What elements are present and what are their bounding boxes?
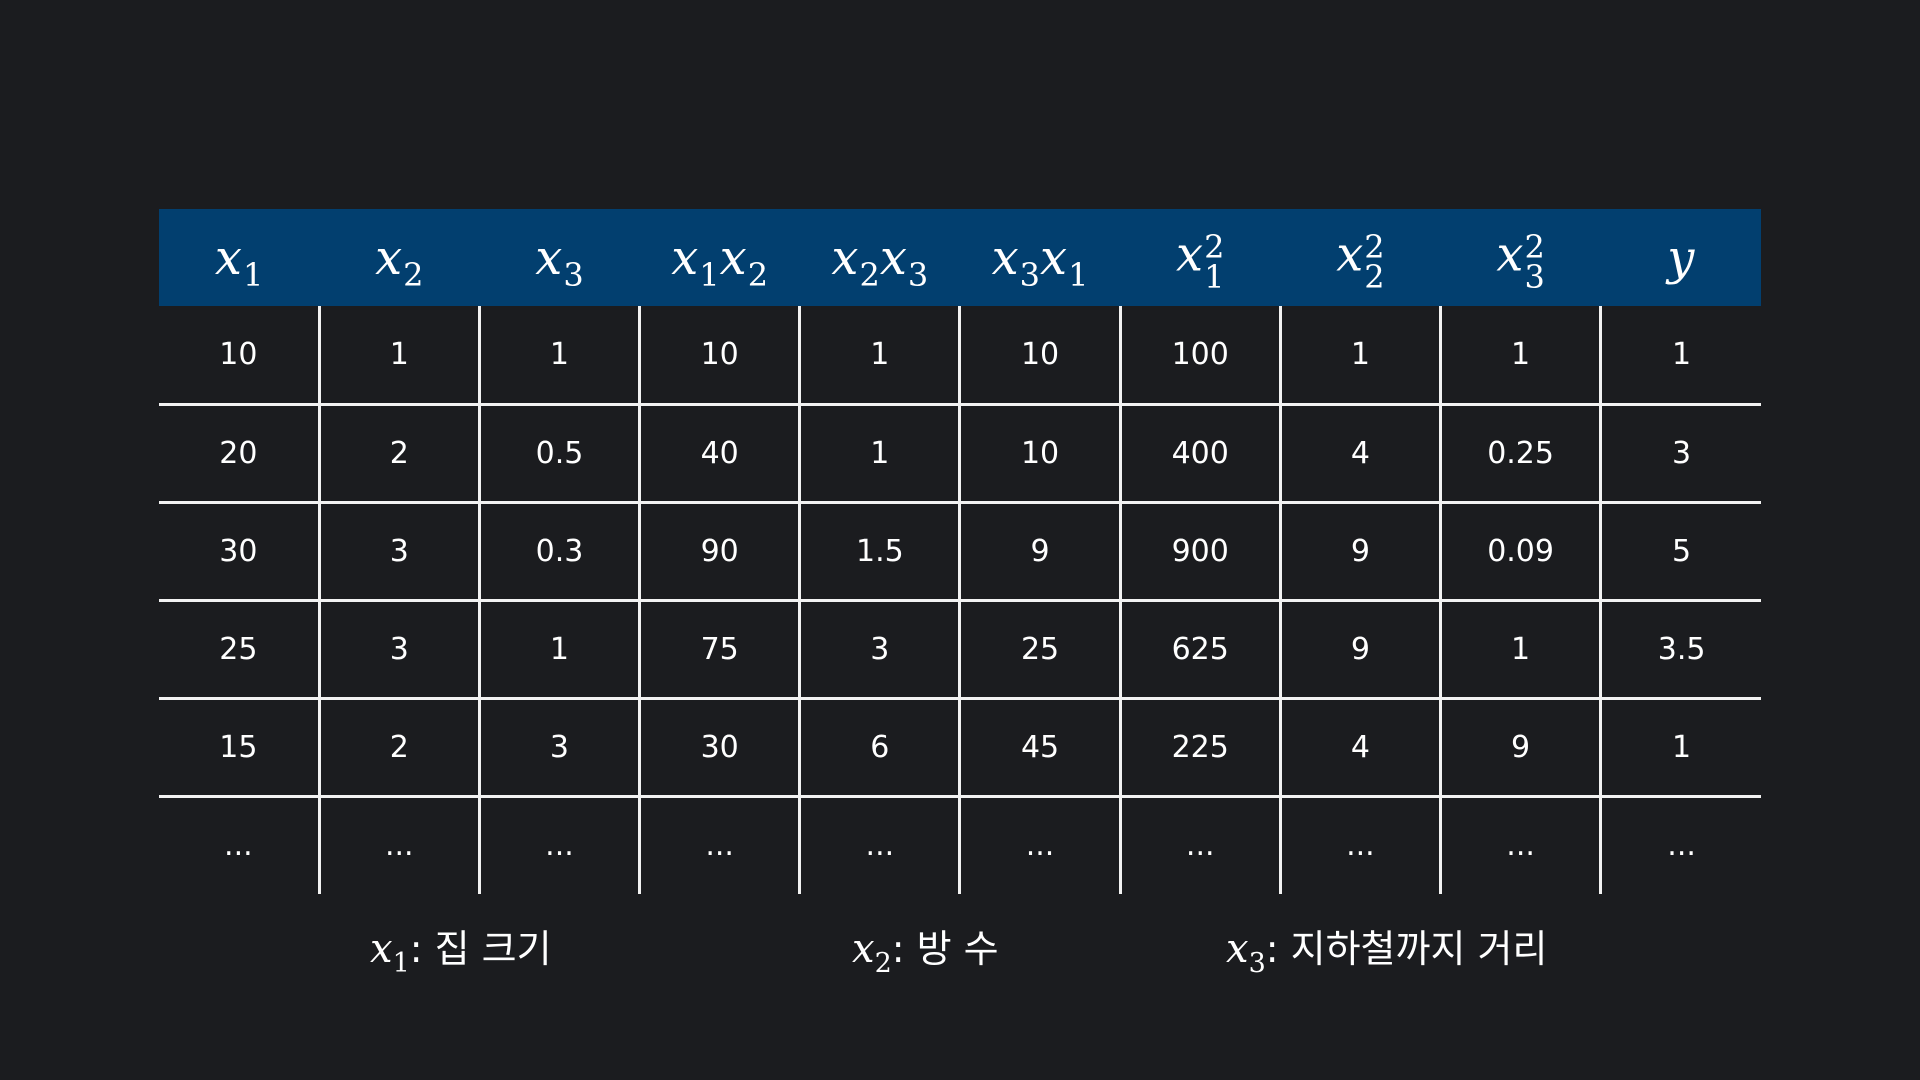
table-cell: 9: [1280, 600, 1443, 700]
table-cell: 6: [799, 698, 962, 798]
table-cell: 1: [1440, 306, 1603, 406]
table-cell: 3.5: [1600, 600, 1761, 700]
table-row: 15 2 3 30 6 45 225 4 9 1: [159, 698, 1761, 798]
legend-subscript: 1: [392, 948, 410, 979]
header-y: y: [1667, 229, 1695, 286]
table-cell: 15: [159, 698, 321, 798]
table-cell: 2: [319, 404, 481, 504]
table-cell: 1: [319, 306, 481, 406]
table-cell: ...: [1280, 796, 1443, 894]
table-cell: 75: [639, 600, 802, 700]
table-cell: 30: [639, 698, 802, 798]
header-x1: x1: [214, 229, 264, 294]
table-cell: 10: [159, 306, 321, 406]
table-cell: 1: [479, 600, 642, 700]
table-cell: 30: [159, 502, 321, 602]
table-cell: 4: [1280, 404, 1443, 504]
table-cell: ...: [479, 796, 642, 894]
table-cell: 1.5: [799, 502, 962, 602]
table-cell: 10: [639, 306, 802, 406]
table-cell: 9: [1440, 698, 1603, 798]
table-row-ellipsis: ... ... ... ... ... ... ... ... ... ...: [159, 796, 1761, 894]
table-cell: 1: [479, 306, 642, 406]
table-cell: 40: [639, 404, 802, 504]
header-x2x3: x2x3: [831, 229, 929, 294]
table-cell: ...: [799, 796, 962, 894]
header-x2: x2: [375, 229, 424, 294]
header-x1x2: x1x2: [671, 229, 769, 294]
legend-x1: x1: 집 크기: [370, 918, 552, 979]
table-cell: 9: [959, 502, 1122, 602]
table-cell: 3: [319, 502, 481, 602]
table-cell: 25: [959, 600, 1122, 700]
legend-symbol: x: [1226, 926, 1249, 972]
table-cell: ...: [1667, 828, 1696, 864]
table-cell: ...: [319, 796, 481, 894]
table-cell: 1: [799, 404, 962, 504]
table-cell: ...: [959, 796, 1122, 894]
table-cell: 3: [479, 698, 642, 798]
table-cell: 3: [1600, 404, 1761, 504]
legend-subscript: 3: [1248, 948, 1266, 979]
header-x3: x3: [535, 229, 584, 294]
legend-x3: x3: 지하철까지 거리: [1226, 918, 1548, 979]
table-cell: 0.3: [479, 502, 642, 602]
table-cell: 90: [639, 502, 802, 602]
table-cell: 5: [1600, 502, 1761, 602]
table-cell: ...: [639, 796, 802, 894]
table-cell: 4: [1280, 698, 1443, 798]
table-cell: 1: [1600, 306, 1761, 406]
table-cell: 625: [1120, 600, 1282, 700]
legend-symbol: x: [852, 926, 875, 972]
legend-text: : 집 크기: [409, 927, 552, 971]
table-cell: 10: [959, 306, 1122, 406]
table-row: 20 2 0.5 40 1 10 400 4 0.25 3: [159, 404, 1761, 504]
table-cell: 900: [1120, 502, 1282, 602]
table-cell: 0.25: [1440, 404, 1603, 504]
table-cell: 0.09: [1440, 502, 1603, 602]
table-cell: 3: [799, 600, 962, 700]
table-row: 25 3 1 75 3 25 625 9 1 3.5: [159, 600, 1761, 700]
table-cell: 25: [159, 600, 321, 700]
legend-symbol: x: [370, 926, 393, 972]
legend-text: : 방 수: [891, 927, 999, 971]
table-cell: 45: [959, 698, 1122, 798]
table-cell: 1: [1280, 306, 1443, 406]
table-cell: 10: [959, 404, 1122, 504]
header-x3x1: x3x1: [991, 229, 1089, 294]
legend-text: : 지하철까지 거리: [1265, 927, 1548, 971]
legend-subscript: 2: [874, 948, 892, 979]
table-cell: 9: [1280, 502, 1443, 602]
table-cell: 3: [319, 600, 481, 700]
table-cell: ...: [159, 796, 321, 894]
table-cell: 1: [799, 306, 962, 406]
table-cell: 225: [1120, 698, 1282, 798]
table-cell: 1: [1600, 698, 1761, 798]
table-row: 30 3 0.3 90 1.5 9 900 9 0.09 5: [159, 502, 1761, 602]
table-cell: ...: [1440, 796, 1603, 894]
table-cell: 400: [1120, 404, 1282, 504]
table-cell: 0.5: [479, 404, 642, 504]
table-cell: 100: [1120, 306, 1282, 406]
table-row: 10 1 1 10 1 10 100 1 1 1: [159, 306, 1761, 406]
table-cell: 2: [319, 698, 481, 798]
legend-x2: x2: 방 수: [852, 918, 999, 979]
table-cell: 20: [159, 404, 321, 504]
table-cell: ...: [1120, 796, 1282, 894]
table-cell: 1: [1440, 600, 1603, 700]
